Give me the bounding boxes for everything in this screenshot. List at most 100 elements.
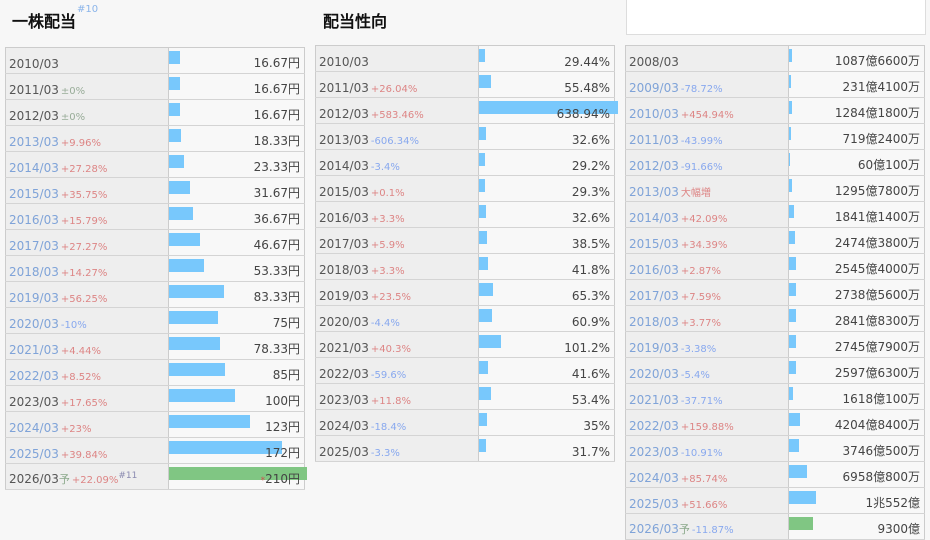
value-cell: 6958億800万 bbox=[789, 462, 925, 488]
year-label[interactable]: 2021/03 bbox=[9, 343, 59, 357]
table-row: 2022/03-59.6%41.6% bbox=[316, 358, 615, 384]
year-label[interactable]: 2020/03 bbox=[629, 367, 679, 381]
value-cell: 231億4100万 bbox=[789, 72, 925, 98]
value-bar bbox=[169, 155, 184, 168]
value-text: 85円 bbox=[273, 368, 300, 382]
year-label: 2019/03 bbox=[319, 289, 369, 303]
change-percent: +14.27% bbox=[61, 268, 108, 279]
year-label[interactable]: 2009/03 bbox=[629, 81, 679, 95]
value-cell: 9300億 bbox=[789, 514, 925, 540]
change-percent: +85.74% bbox=[681, 474, 728, 485]
year-cell: 2022/03+159.88% bbox=[626, 410, 789, 436]
value-text: 41.8% bbox=[572, 263, 610, 277]
year-label[interactable]: 2018/03 bbox=[629, 315, 679, 329]
year-label[interactable]: 2022/03 bbox=[9, 369, 59, 383]
value-cell: 65.3% bbox=[479, 280, 615, 306]
value-text: 2841億8300万 bbox=[835, 314, 920, 328]
year-label[interactable]: 2016/03 bbox=[629, 263, 679, 277]
value-text: 53.4% bbox=[572, 393, 610, 407]
year-cell: 2021/03-37.71% bbox=[626, 384, 789, 410]
year-cell: 2025/03+51.66% bbox=[626, 488, 789, 514]
year-cell: 2016/03+2.87% bbox=[626, 254, 789, 280]
value-bar bbox=[479, 257, 488, 270]
year-label[interactable]: 2015/03 bbox=[629, 237, 679, 251]
value-cell: 1618億100万 bbox=[789, 384, 925, 410]
table-row: 2018/03+3.77% 2841億8300万 bbox=[626, 306, 925, 332]
value-text: 32.6% bbox=[572, 133, 610, 147]
value-cell: *210円 bbox=[169, 464, 305, 490]
year-label: 2011/03 bbox=[319, 81, 369, 95]
year-label[interactable]: 2019/03 bbox=[629, 341, 679, 355]
value-cell: 2745億7900万 bbox=[789, 332, 925, 358]
year-label[interactable]: 2024/03 bbox=[9, 421, 59, 435]
footnote-ref[interactable]: #11 bbox=[118, 471, 137, 481]
table-row: 2020/03-4.4%60.9% bbox=[316, 306, 615, 332]
year-label[interactable]: 2020/03 bbox=[9, 317, 59, 331]
table-row: 2024/03+23%123円 bbox=[6, 412, 305, 438]
table-row: 2021/03+4.44%78.33円 bbox=[6, 334, 305, 360]
value-text: 1618億100万 bbox=[843, 392, 920, 406]
change-percent: +22.09% bbox=[72, 475, 119, 486]
year-cell: 2019/03+23.5% bbox=[316, 280, 479, 306]
value-bar bbox=[789, 439, 799, 452]
table-row: 2014/03-3.4%29.2% bbox=[316, 150, 615, 176]
year-label[interactable]: 2017/03 bbox=[629, 289, 679, 303]
year-cell: 2013/03-606.34% bbox=[316, 124, 479, 150]
value-cell: 638.94% bbox=[479, 98, 615, 124]
change-percent: +4.44% bbox=[61, 346, 101, 357]
year-label[interactable]: 2015/03 bbox=[9, 187, 59, 201]
year-label[interactable]: 2022/03 bbox=[629, 419, 679, 433]
year-cell: 2010/03 bbox=[316, 46, 479, 72]
year-label: 2010/03 bbox=[319, 55, 369, 69]
table-row: 2016/03+3.3%32.6% bbox=[316, 202, 615, 228]
value-text: 3746億500万 bbox=[843, 444, 920, 458]
value-text: 29.44% bbox=[564, 55, 610, 69]
year-label[interactable]: 2013/03 bbox=[9, 135, 59, 149]
year-label[interactable]: 2018/03 bbox=[9, 265, 59, 279]
year-label[interactable]: 2021/03 bbox=[629, 393, 679, 407]
forecast-marker: 予 bbox=[59, 473, 70, 486]
value-bar bbox=[479, 205, 486, 218]
footnote-ref[interactable]: #10 bbox=[77, 4, 98, 15]
value-cell: 16.67円 bbox=[169, 48, 305, 74]
year-label[interactable]: 2013/03 bbox=[629, 185, 679, 199]
value-bar bbox=[479, 439, 486, 452]
year-label[interactable]: 2010/03 bbox=[629, 107, 679, 121]
year-label[interactable]: 2025/03 bbox=[9, 447, 59, 461]
value-bar bbox=[789, 127, 791, 140]
change-percent: +9.96% bbox=[61, 138, 101, 149]
change-percent: -37.71% bbox=[681, 396, 723, 407]
year-label[interactable]: 2012/03 bbox=[629, 159, 679, 173]
value-bar bbox=[789, 517, 813, 530]
year-cell: 2011/03-43.99% bbox=[626, 124, 789, 150]
year-label[interactable]: 2014/03 bbox=[629, 211, 679, 225]
table-row: 2009/03-78.72%231億4100万 bbox=[626, 72, 925, 98]
year-label: 2013/03 bbox=[319, 133, 369, 147]
year-label[interactable]: 2026/03 bbox=[629, 522, 679, 536]
table-row: 2017/03+27.27%46.67円 bbox=[6, 230, 305, 256]
year-label[interactable]: 2023/03 bbox=[629, 445, 679, 459]
value-cell: 101.2% bbox=[479, 332, 615, 358]
year-cell: 2025/03+39.84% bbox=[6, 438, 169, 464]
year-label[interactable]: 2017/03 bbox=[9, 239, 59, 253]
table-row: 2012/03-91.66%60億100万 bbox=[626, 150, 925, 176]
value-bar bbox=[169, 207, 193, 220]
value-cell: 123円 bbox=[169, 412, 305, 438]
year-label[interactable]: 2011/03 bbox=[629, 133, 679, 147]
year-label[interactable]: 2019/03 bbox=[9, 291, 59, 305]
table-row: 2018/03+3.3%41.8% bbox=[316, 254, 615, 280]
change-percent: +0.1% bbox=[371, 188, 405, 199]
value-bar bbox=[789, 101, 792, 114]
year-label[interactable]: 2024/03 bbox=[629, 471, 679, 485]
value-text: 36.67円 bbox=[254, 212, 300, 226]
year-label[interactable]: 2016/03 bbox=[9, 213, 59, 227]
year-label: 2024/03 bbox=[319, 419, 369, 433]
value-text: 31.7% bbox=[572, 445, 610, 459]
change-percent: +3.77% bbox=[681, 318, 721, 329]
year-cell: 2011/03+26.04% bbox=[316, 72, 479, 98]
change-percent: +583.46% bbox=[371, 110, 424, 121]
change-percent: -11.87% bbox=[692, 525, 734, 536]
change-percent: +40.3% bbox=[371, 344, 411, 355]
year-label[interactable]: 2014/03 bbox=[9, 161, 59, 175]
value-bar bbox=[479, 387, 491, 400]
